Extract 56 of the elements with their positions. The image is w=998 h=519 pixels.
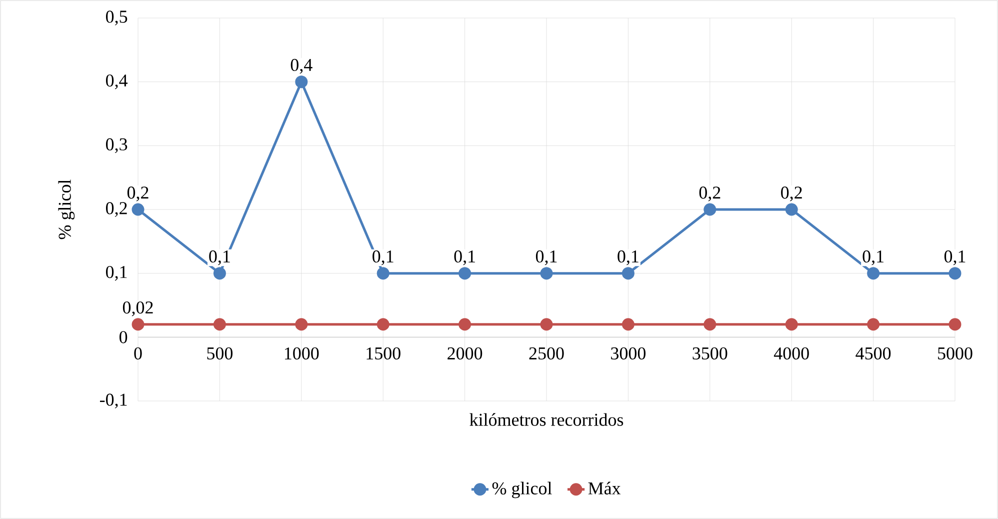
y-axis-title: % glicol [58, 180, 75, 240]
point [295, 318, 308, 331]
point [622, 318, 634, 331]
y-tick-label: 0,2 [106, 202, 127, 217]
point [948, 267, 962, 280]
point [132, 318, 144, 331]
data-label: 0,1 [536, 250, 557, 266]
x-tick-label: 4000 [774, 347, 809, 360]
y-tick-label: 0,5 [106, 10, 128, 26]
data-label: 0,1 [944, 250, 966, 266]
x-tick-label: 0 [134, 347, 142, 360]
x-tick-label: 2000 [448, 347, 482, 360]
y-tick-label: -0,1 [100, 394, 127, 408]
data-label: 0,2 [781, 186, 802, 202]
x-tick-label: 2500 [529, 347, 564, 360]
point [213, 267, 226, 280]
data-label: 0,1 [454, 250, 475, 266]
x-tick-label: 1500 [366, 347, 400, 360]
y-tick-label: 0 [120, 331, 128, 344]
x-tick-label: 3500 [692, 347, 728, 360]
point [785, 203, 798, 216]
data-label: 0,1 [209, 250, 230, 266]
point [376, 318, 390, 331]
point [540, 318, 553, 331]
point [785, 318, 798, 331]
data-label: 0,4 [290, 58, 312, 74]
point [458, 267, 472, 280]
point [704, 318, 716, 331]
point [295, 76, 308, 88]
x-axis-title: kilómetros recorridos [470, 413, 624, 426]
point [132, 203, 144, 216]
data-label: 0,02 [122, 301, 153, 316]
point [704, 203, 716, 216]
point [376, 267, 390, 280]
point [622, 267, 634, 280]
point [867, 267, 880, 280]
x-tick-label: 500 [207, 347, 233, 360]
x-tick-label: 3000 [611, 347, 646, 360]
point [458, 318, 472, 331]
point [867, 318, 880, 331]
data-label: 0,1 [618, 250, 638, 266]
x-tick-label: 5000 [938, 347, 972, 360]
data-label: 0,1 [372, 250, 394, 266]
data-label: 0,1 [862, 250, 884, 266]
x-tick-label: 1000 [284, 347, 319, 360]
point [540, 267, 553, 280]
legend-label: Máx [588, 482, 621, 494]
data-label: 0,2 [699, 186, 720, 202]
x-tick-label: 4500 [856, 347, 891, 360]
legend-label: % glicol [492, 482, 552, 498]
point [213, 318, 226, 331]
point [948, 318, 962, 331]
y-tick-label: 0,3 [106, 138, 128, 154]
y-tick-label: 0,4 [106, 74, 128, 90]
data-label: 0,2 [127, 186, 148, 202]
y-tick-label: 0,1 [106, 266, 127, 281]
